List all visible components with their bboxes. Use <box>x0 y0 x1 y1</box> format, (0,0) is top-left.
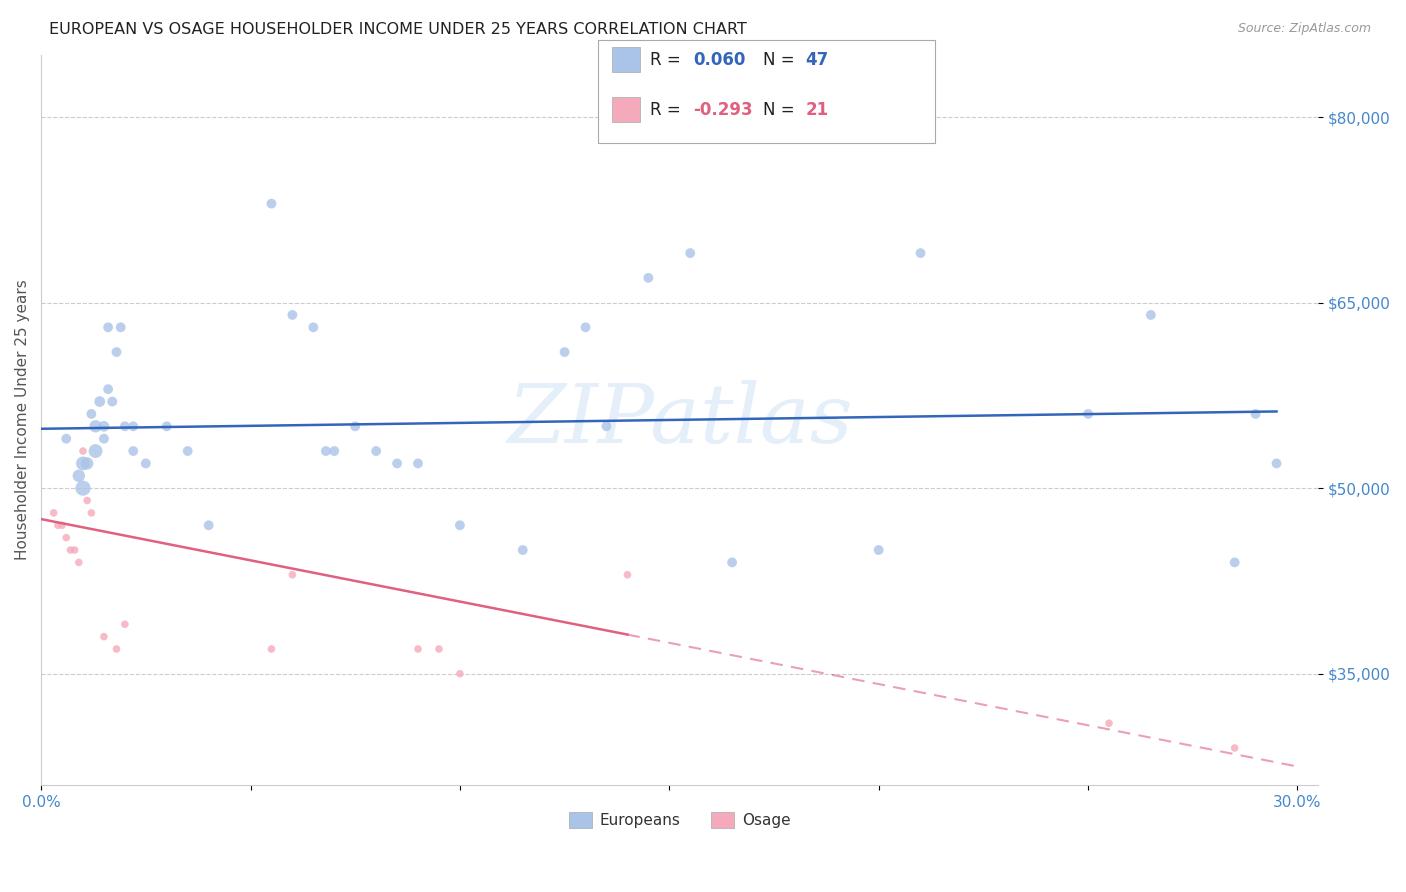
Point <box>197 518 219 533</box>
Text: 0.060: 0.060 <box>693 51 745 69</box>
Text: N =: N = <box>763 51 800 69</box>
Point <box>260 642 283 657</box>
Point <box>84 419 107 434</box>
Point <box>156 419 179 434</box>
Point <box>406 457 429 471</box>
Point <box>344 419 367 434</box>
Point <box>315 444 337 458</box>
Point <box>176 444 198 458</box>
Point <box>59 543 82 558</box>
Point <box>323 444 346 458</box>
Point <box>595 419 617 434</box>
Point <box>406 642 429 657</box>
Point <box>385 457 408 471</box>
Point <box>114 419 136 434</box>
Point <box>1077 407 1099 421</box>
Point <box>721 555 744 569</box>
Point <box>93 432 115 446</box>
Point <box>42 506 65 520</box>
Text: EUROPEAN VS OSAGE HOUSEHOLDER INCOME UNDER 25 YEARS CORRELATION CHART: EUROPEAN VS OSAGE HOUSEHOLDER INCOME UND… <box>49 22 747 37</box>
Point <box>554 345 576 359</box>
Point <box>260 196 283 211</box>
Point <box>512 543 534 558</box>
Text: R =: R = <box>650 51 686 69</box>
Text: Source: ZipAtlas.com: Source: ZipAtlas.com <box>1237 22 1371 36</box>
Point <box>135 457 157 471</box>
Point <box>1223 741 1246 756</box>
Point <box>366 444 388 458</box>
Point <box>93 419 115 434</box>
Point <box>1223 555 1246 569</box>
Point <box>76 493 98 508</box>
Point <box>93 630 115 644</box>
Point <box>80 506 103 520</box>
Point <box>679 246 702 260</box>
Text: N =: N = <box>763 101 800 119</box>
Point <box>46 518 69 533</box>
Point <box>105 642 128 657</box>
Point <box>449 666 471 681</box>
Point <box>84 444 107 458</box>
Point <box>55 432 77 446</box>
Text: 47: 47 <box>806 51 830 69</box>
Point <box>281 308 304 322</box>
Point <box>122 444 145 458</box>
Text: R =: R = <box>650 101 686 119</box>
Point <box>114 617 136 632</box>
Text: 21: 21 <box>806 101 828 119</box>
Point <box>67 555 90 569</box>
Point <box>67 468 90 483</box>
Point <box>76 457 98 471</box>
Point <box>302 320 325 334</box>
Point <box>574 320 596 334</box>
Point <box>616 567 638 582</box>
Text: -0.293: -0.293 <box>693 101 752 119</box>
Point <box>55 531 77 545</box>
Point <box>637 270 659 285</box>
Point <box>281 567 304 582</box>
Point <box>1244 407 1267 421</box>
Point <box>427 642 450 657</box>
Point <box>72 444 94 458</box>
Point <box>97 320 120 334</box>
Point <box>80 407 103 421</box>
Point <box>101 394 124 409</box>
Point <box>1140 308 1163 322</box>
Legend: Europeans, Osage: Europeans, Osage <box>561 805 799 836</box>
Point <box>97 382 120 396</box>
Text: ZIPatlas: ZIPatlas <box>508 380 852 460</box>
Point <box>72 457 94 471</box>
Point <box>110 320 132 334</box>
Point <box>449 518 471 533</box>
Point <box>63 543 86 558</box>
Point <box>122 419 145 434</box>
Point <box>1098 716 1121 731</box>
Point <box>868 543 890 558</box>
Point <box>910 246 932 260</box>
Point <box>1265 457 1288 471</box>
Point <box>89 394 111 409</box>
Point <box>72 481 94 495</box>
Y-axis label: Householder Income Under 25 years: Householder Income Under 25 years <box>15 280 30 560</box>
Point <box>51 518 73 533</box>
Point <box>105 345 128 359</box>
